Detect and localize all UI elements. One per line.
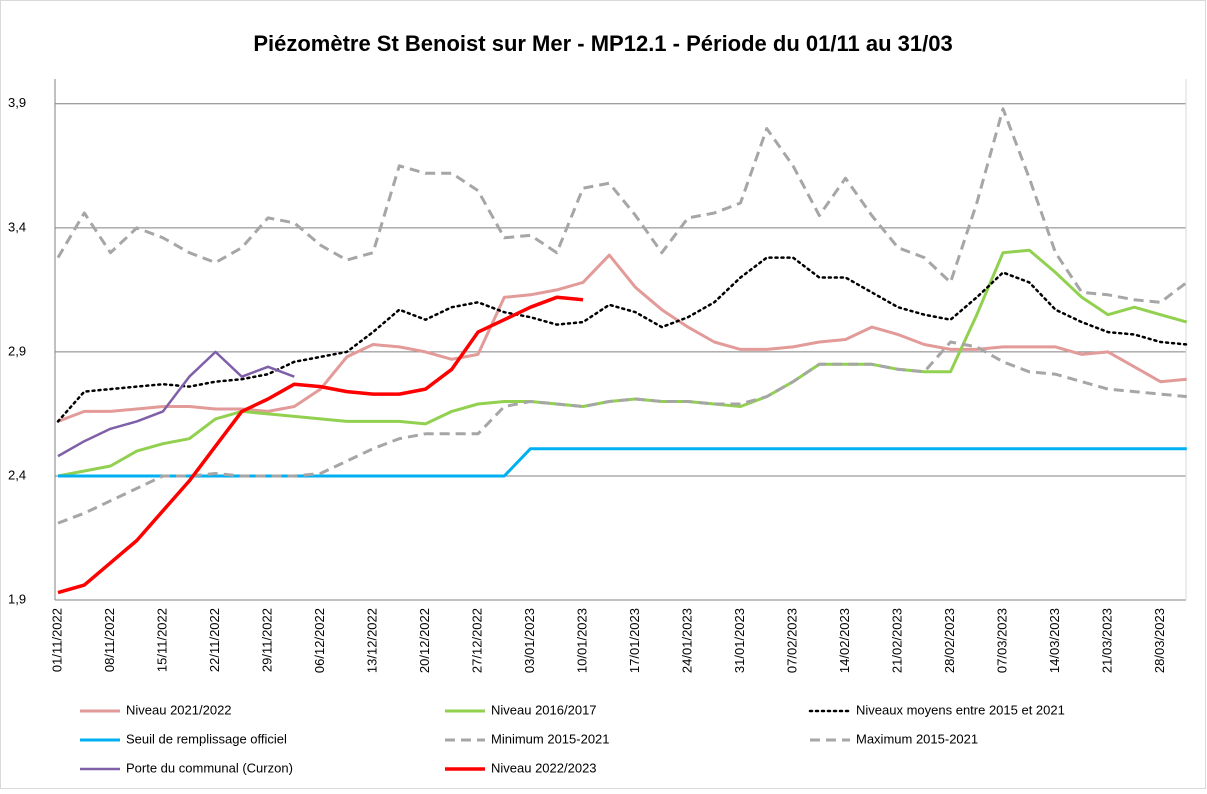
x-tick-label: 06/12/2022 (312, 608, 327, 673)
series-line (57, 350, 295, 458)
x-tick-label: 14/03/2023 (1047, 608, 1062, 673)
x-tick-label: 28/02/2023 (942, 608, 957, 673)
series-line (56, 256, 1189, 423)
x-tick-label: 07/02/2023 (784, 608, 799, 673)
series-line (57, 340, 1187, 525)
x-tick-label: 01/11/2022 (49, 608, 64, 672)
legend-label: Niveau 2016/2017 (491, 702, 597, 717)
x-tick-label: 08/11/2022 (102, 608, 117, 672)
y-tick-label: 3,4 (8, 219, 26, 234)
x-tick-label: 21/02/2023 (889, 608, 904, 673)
chart-title: Piézomètre St Benoist sur Mer - MP12.1 -… (253, 31, 952, 56)
legend-label: Niveaux moyens entre 2015 et 2021 (856, 702, 1065, 717)
x-tick-label: 24/01/2023 (679, 608, 694, 673)
y-tick-label: 1,9 (8, 591, 26, 606)
legend-label: Porte du communal (Curzon) (126, 760, 293, 775)
legend-label: Niveau 2022/2023 (491, 760, 597, 775)
x-tick-label: 17/01/2023 (627, 608, 642, 673)
legend-label: Niveau 2021/2022 (126, 702, 232, 717)
x-tick-label: 14/02/2023 (837, 608, 852, 673)
legend-label: Minimum 2015-2021 (491, 731, 610, 746)
series-line (56, 107, 1188, 304)
x-tick-label: 15/11/2022 (154, 608, 169, 672)
x-tick-label: 10/01/2023 (574, 608, 589, 673)
x-tick-label: 20/12/2022 (417, 608, 432, 673)
x-tick-label: 03/01/2023 (522, 608, 537, 673)
y-tick-label: 2,4 (8, 467, 26, 482)
legend-label: Seuil de remplissage officiel (126, 731, 287, 746)
x-tick-label: 31/01/2023 (732, 608, 747, 673)
y-tick-label: 2,9 (8, 343, 26, 358)
x-tick-label: 29/11/2022 (259, 608, 274, 672)
x-tick-label: 28/03/2023 (1152, 608, 1167, 673)
x-tick-label: 07/03/2023 (994, 608, 1009, 673)
series-line (57, 295, 584, 595)
x-tick-label: 21/03/2023 (1099, 608, 1114, 673)
x-tick-label: 13/12/2022 (364, 608, 379, 673)
y-tick-label: 3,9 (8, 95, 26, 110)
x-tick-label: 22/11/2022 (207, 608, 222, 672)
x-tick-label: 27/12/2022 (469, 608, 484, 673)
legend-label: Maximum 2015-2021 (856, 731, 978, 746)
